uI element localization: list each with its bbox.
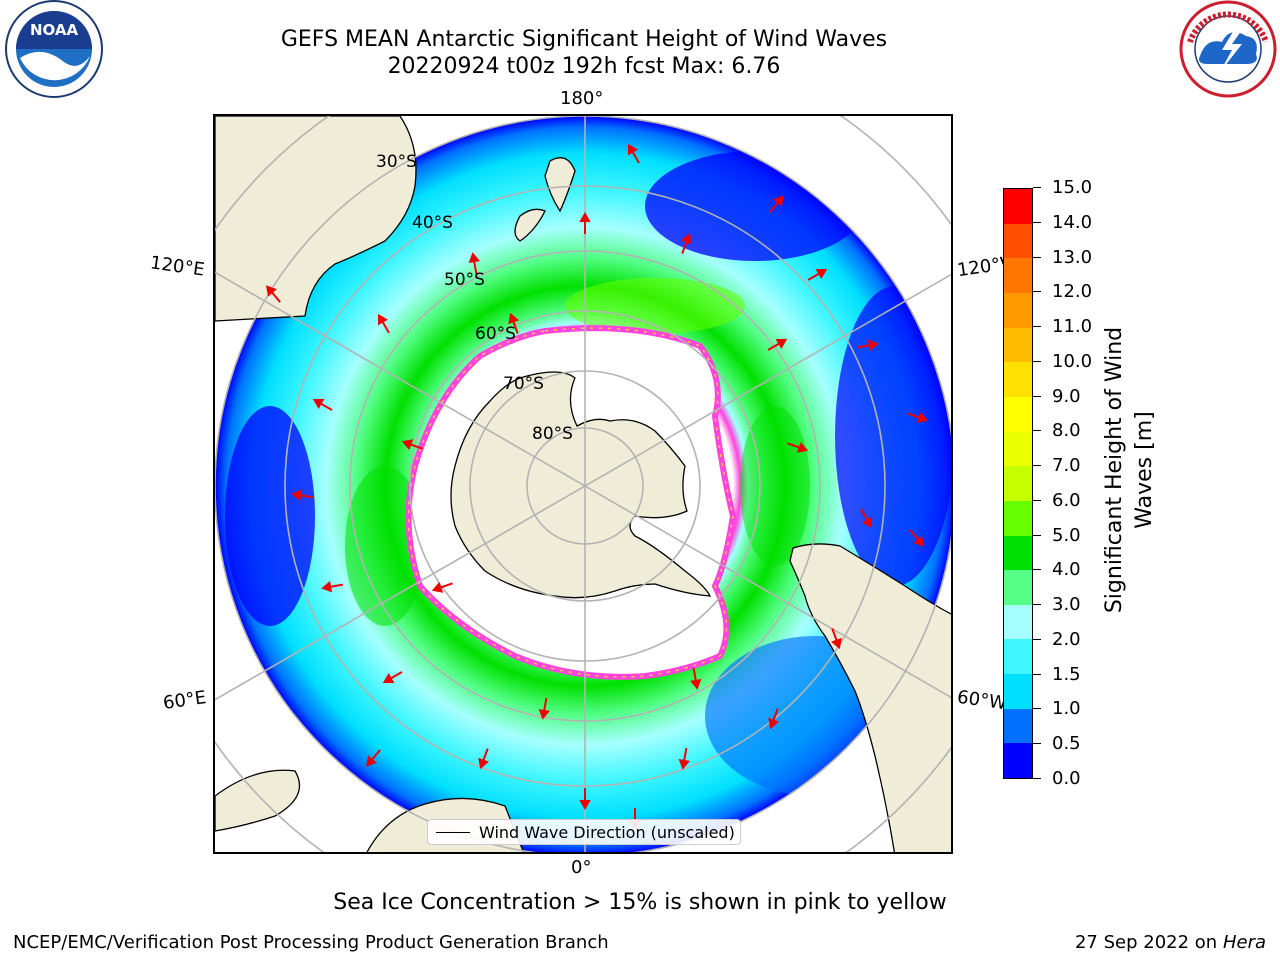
south-america-landmass <box>789 543 951 852</box>
australia-landmass <box>215 116 417 322</box>
colorbar-tick-label: 13.0 <box>1052 246 1093 268</box>
colorbar-tick-label: 2.0 <box>1052 628 1081 650</box>
colorbar-segment <box>1004 362 1032 397</box>
legend-label: Wind Wave Direction (unscaled) <box>479 822 735 842</box>
footer-date-text: 27 Sep 2022 on <box>1074 932 1218 953</box>
lat-label: 70°S <box>503 374 544 394</box>
colorbar-tick-mark <box>1033 604 1041 606</box>
colorbar-tick-label: 9.0 <box>1052 385 1081 407</box>
colorbar-tick-label: 8.0 <box>1052 420 1081 442</box>
colorbar-tick-label: 4.0 <box>1052 559 1081 581</box>
svg-text:NOAA: NOAA <box>30 21 79 39</box>
colorbar-tick-mark <box>1033 569 1041 571</box>
colorbar-tick-mark <box>1033 256 1041 258</box>
lon-label-180: 180° <box>560 88 604 109</box>
colorbar-segment <box>1004 500 1032 536</box>
colorbar-segment <box>1004 396 1032 432</box>
colorbar <box>1003 188 1033 779</box>
wave-patch <box>645 151 865 261</box>
colorbar-segment <box>1004 223 1032 259</box>
wind-wave-arrows <box>265 143 929 831</box>
colorbar-title: Significant Height of Wind Waves [m] <box>1102 326 1157 614</box>
madagascar-landmass <box>215 769 301 832</box>
colorbar-tick-label: 5.0 <box>1052 524 1081 546</box>
chart-subtitle: 20220924 t00z 192h fcst Max: 6.76 <box>387 54 781 79</box>
colorbar-segment <box>1004 743 1032 778</box>
new-zealand-landmass <box>544 157 576 213</box>
footer-date: 27 Sep 2022 on Hera <box>1075 932 1266 953</box>
polar-map-canvas <box>215 116 951 852</box>
footer-machine: Hera <box>1222 932 1266 953</box>
sea-ice-note: Sea Ice Concentration > 15% is shown in … <box>333 890 947 915</box>
map-legend: Wind Wave Direction (unscaled) <box>427 819 741 845</box>
colorbar-segment <box>1004 293 1032 328</box>
colorbar-tick-label: 11.0 <box>1052 316 1093 338</box>
colorbar-segment <box>1004 639 1032 675</box>
colorbar-segment <box>1004 674 1032 709</box>
colorbar-tick-label: 0.0 <box>1052 768 1081 789</box>
colorbar-tick-mark <box>1033 673 1041 675</box>
lon-label-0: 0° <box>571 857 592 878</box>
colorbar-tick-mark <box>1033 638 1041 640</box>
chart-title: GEFS MEAN Antarctic Significant Height o… <box>280 27 888 52</box>
noaa-logo: NOAA <box>5 0 103 98</box>
colorbar-tick-label: 1.0 <box>1052 698 1081 720</box>
lat-label: 40°S <box>412 213 453 233</box>
colorbar-segment <box>1004 189 1032 224</box>
colorbar-tick-mark <box>1033 708 1041 710</box>
new-zealand-landmass <box>514 208 546 242</box>
colorbar-segment <box>1004 258 1032 294</box>
lon-label-120e: 120°E <box>148 252 206 281</box>
lat-label: 30°S <box>376 152 417 172</box>
lon-label-60e: 60°E <box>161 687 208 714</box>
colorbar-tick-label: 0.5 <box>1052 733 1081 755</box>
colorbar-segment <box>1004 535 1032 571</box>
colorbar-title-box: Significant Height of Wind Waves [m] <box>1100 210 1160 730</box>
legend-line-sample <box>436 831 470 833</box>
wave-patch <box>835 286 951 586</box>
colorbar-tick-mark <box>1033 187 1041 188</box>
colorbar-tick-mark <box>1033 499 1041 501</box>
colorbar-tick-label: 1.5 <box>1052 663 1081 685</box>
colorbar-tick-mark <box>1033 430 1041 432</box>
colorbar-segment <box>1004 327 1032 363</box>
colorbar-tick-label: 15.0 <box>1052 177 1093 198</box>
colorbar-tick-label: 12.0 <box>1052 281 1093 303</box>
wave-patch <box>565 278 745 334</box>
colorbar-tick-mark <box>1033 326 1041 328</box>
colorbar-tick-label: 6.0 <box>1052 489 1081 511</box>
colorbar-tick-label: 10.0 <box>1052 350 1093 372</box>
lon-label-60w: 60°W <box>955 686 1008 715</box>
colorbar-segment <box>1004 570 1032 605</box>
colorbar-segment <box>1004 708 1032 744</box>
lat-label: 60°S <box>475 324 516 344</box>
colorbar-segment <box>1004 604 1032 640</box>
colorbar-tick-mark <box>1033 360 1041 362</box>
wave-patch <box>225 406 315 626</box>
colorbar-tick-mark <box>1033 291 1041 293</box>
colorbar-segment <box>1004 466 1032 501</box>
colorbar-tick-mark <box>1033 395 1041 397</box>
colorbar-tick-mark <box>1033 778 1041 779</box>
lat-label: 80°S <box>532 424 573 444</box>
footer-credit: NCEP/EMC/Verification Post Processing Pr… <box>13 932 609 953</box>
colorbar-tick-mark <box>1033 221 1041 223</box>
colorbar-tick-label: 7.0 <box>1052 455 1081 477</box>
wave-patch <box>345 466 425 626</box>
colorbar-segment <box>1004 431 1032 467</box>
colorbar-tick-label: 3.0 <box>1052 594 1081 616</box>
lat-label: 50°S <box>444 270 485 290</box>
national-weather-service-logo <box>1179 0 1277 98</box>
polar-map <box>213 114 953 854</box>
colorbar-tick-mark <box>1033 743 1041 745</box>
colorbar-tick-mark <box>1033 465 1041 467</box>
colorbar-tick-mark <box>1033 534 1041 536</box>
antarctica-landmass <box>450 371 712 599</box>
colorbar-tick-label: 14.0 <box>1052 211 1093 233</box>
